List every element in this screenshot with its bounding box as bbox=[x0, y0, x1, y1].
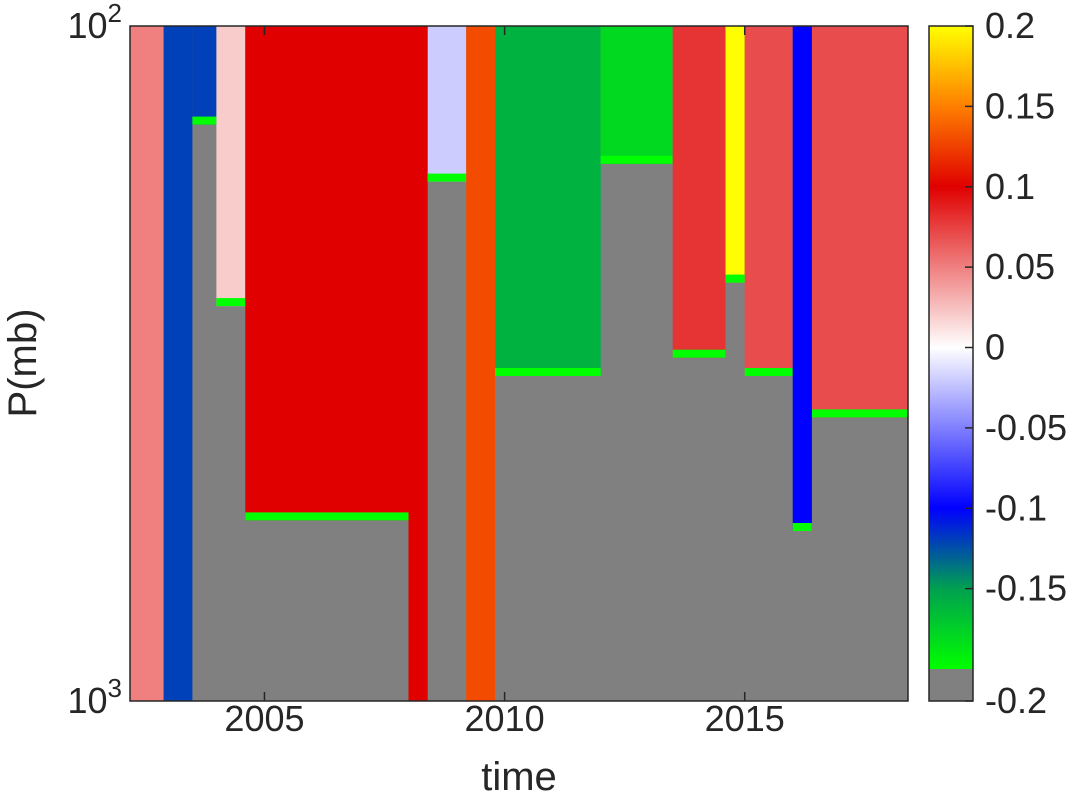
heatmap-band-edge-4 bbox=[245, 512, 409, 521]
colorbar-tick-label-0: 0.2 bbox=[985, 5, 1035, 46]
x-tick-label-1: 2010 bbox=[465, 698, 545, 739]
heatmap-band-5 bbox=[408, 26, 428, 701]
heatmap-band-2 bbox=[192, 26, 217, 125]
heatmap-band-edge-3 bbox=[216, 298, 246, 307]
colorbar-ticks: 0.2 0.15 0.1 0.05 0 -0.05 -0.1 -0.15 -0.2 bbox=[965, 5, 1067, 721]
heatmap-band-13 bbox=[792, 26, 812, 531]
heatmap-band-edge-9 bbox=[600, 155, 673, 164]
colorbar-frame bbox=[928, 25, 974, 702]
heatmap-band-edge-14 bbox=[812, 409, 908, 418]
x-axis-title: time bbox=[481, 755, 557, 798]
y-axis: 102 103 bbox=[67, 0, 122, 721]
heatmap-band-7 bbox=[466, 26, 495, 701]
colorbar-tick-label-1: 0.15 bbox=[985, 85, 1055, 126]
x-tick-label-0: 2005 bbox=[224, 698, 304, 739]
colorbar-tick-label-3: 0.05 bbox=[985, 246, 1055, 287]
heatmap-band-edge-8 bbox=[495, 368, 601, 376]
heatmap-band-14 bbox=[812, 26, 908, 418]
colorbar-tick-label-8: -0.2 bbox=[985, 680, 1047, 721]
heatmap-band-12 bbox=[744, 26, 793, 376]
heatmap-band-6 bbox=[427, 26, 467, 182]
colorbar-tick-label-4: 0 bbox=[985, 327, 1005, 368]
x-tick-label-2: 2015 bbox=[705, 698, 785, 739]
x-axis: 2005 2010 2015 bbox=[224, 26, 785, 739]
heatmap-band-3 bbox=[216, 26, 246, 307]
plot-area bbox=[129, 25, 909, 702]
y-axis-title: P(mb) bbox=[1, 309, 45, 418]
colorbar: 0.2 0.15 0.1 0.05 0 -0.05 -0.1 -0.15 -0.2 bbox=[928, 5, 1067, 721]
heatmap-band-0 bbox=[130, 26, 164, 701]
heatmap-band-edge-13 bbox=[792, 523, 812, 531]
heatmap-layer bbox=[130, 26, 908, 701]
heatmap-band-8 bbox=[495, 26, 601, 376]
heatmap-band-9 bbox=[600, 26, 673, 164]
y-tick-label-1: 103 bbox=[67, 673, 122, 721]
heatmap-band-11 bbox=[725, 26, 745, 283]
heatmap-band-1 bbox=[163, 26, 193, 701]
heatmap-band-edge-6 bbox=[427, 173, 467, 182]
plot-frame bbox=[129, 25, 909, 702]
y-tick-label-0: 102 bbox=[67, 0, 122, 46]
colorbar-tick-label-5: -0.05 bbox=[985, 407, 1067, 448]
heatmap-band-4 bbox=[245, 26, 409, 521]
colorbar-masked-swatch bbox=[929, 669, 973, 701]
colorbar-tick-label-6: -0.1 bbox=[985, 487, 1047, 528]
heatmap-band-edge-11 bbox=[725, 274, 745, 283]
heatmap-band-edge-2 bbox=[192, 116, 217, 125]
colorbar-tick-label-7: -0.15 bbox=[985, 568, 1067, 609]
heatmap-band-edge-12 bbox=[744, 368, 793, 376]
heatmap-band-edge-10 bbox=[672, 349, 726, 358]
colorbar-tick-label-2: 0.1 bbox=[985, 166, 1035, 207]
heatmap-band-10 bbox=[672, 26, 726, 358]
